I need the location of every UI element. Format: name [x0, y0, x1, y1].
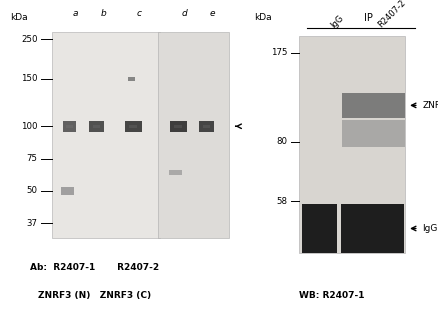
Text: 80: 80: [277, 137, 288, 146]
Text: d: d: [181, 9, 187, 18]
Text: Ab:  R2407-1       R2407-2: Ab: R2407-1 R2407-2: [30, 263, 159, 272]
Text: ZNRF3 (N)   ZNRF3 (C): ZNRF3 (N) ZNRF3 (C): [38, 291, 151, 300]
Text: B: B: [237, 0, 250, 4]
Bar: [342, 120, 405, 147]
Text: ZNRF3: ZNRF3: [423, 101, 438, 110]
Bar: [341, 204, 404, 253]
Bar: [158, 32, 229, 238]
Text: 37: 37: [26, 219, 38, 228]
Text: WB: R2407-1: WB: R2407-1: [299, 291, 365, 300]
Bar: [174, 125, 182, 128]
Bar: [299, 36, 405, 253]
Text: R2407-2: R2407-2: [376, 0, 408, 30]
Bar: [89, 121, 104, 132]
Text: kDa: kDa: [254, 13, 272, 22]
Bar: [199, 121, 214, 132]
Text: A: A: [0, 0, 13, 4]
Bar: [203, 125, 210, 128]
Bar: [129, 125, 138, 128]
Bar: [63, 121, 76, 132]
Bar: [60, 187, 74, 195]
Text: IgG: IgG: [329, 13, 346, 30]
Text: 100: 100: [21, 122, 38, 131]
Text: 58: 58: [277, 197, 288, 206]
Text: 50: 50: [26, 187, 38, 195]
Bar: [302, 204, 337, 253]
Bar: [66, 125, 73, 128]
Bar: [125, 121, 141, 132]
Text: IP: IP: [364, 13, 373, 23]
Text: kDa: kDa: [10, 13, 28, 22]
Text: IgG: IgG: [423, 224, 438, 233]
Bar: [170, 170, 182, 175]
Text: c: c: [137, 9, 142, 18]
Text: b: b: [101, 9, 106, 18]
Text: a: a: [73, 9, 78, 18]
Bar: [52, 32, 160, 238]
Text: 175: 175: [271, 48, 288, 57]
Bar: [127, 77, 135, 81]
Text: e: e: [210, 9, 215, 18]
Bar: [93, 125, 100, 128]
Text: 250: 250: [21, 35, 38, 44]
Text: 150: 150: [21, 75, 38, 83]
Bar: [342, 93, 405, 118]
Bar: [170, 121, 187, 132]
Text: 75: 75: [26, 154, 38, 163]
